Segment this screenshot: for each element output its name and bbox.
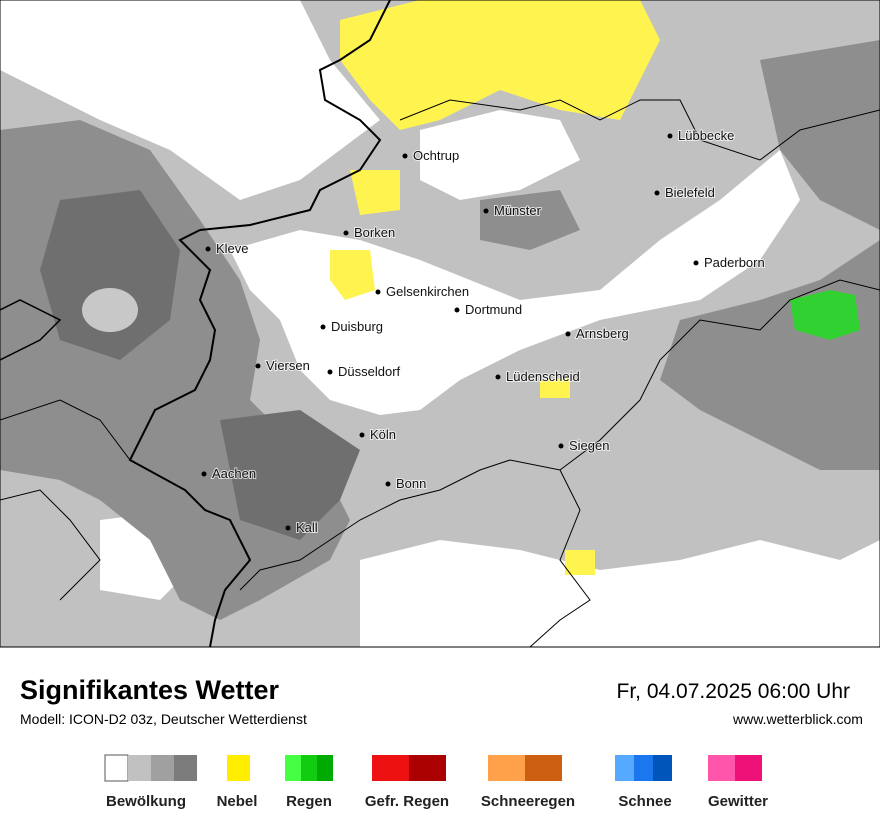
city-label: Münster <box>494 203 542 218</box>
city-dot <box>402 153 408 159</box>
legend-swatch <box>128 755 151 781</box>
city-label: Paderborn <box>704 255 765 270</box>
fog-area <box>350 170 400 215</box>
legend-swatch <box>372 755 409 781</box>
state-border <box>0 399 131 601</box>
city-label: Borken <box>354 225 395 240</box>
clear-area <box>0 0 380 200</box>
city-label: Bielefeld <box>665 185 715 200</box>
city-dot <box>667 133 673 139</box>
city-label: Düsseldorf <box>338 364 401 379</box>
cloud-dense <box>480 190 580 250</box>
city-dot <box>201 471 207 477</box>
map: Lübbecke Ochtrup Bielefeld Münster Borken Kle… <box>0 0 880 648</box>
legend-label: Bewölkung <box>106 793 186 810</box>
city-dot <box>385 481 391 487</box>
city-dot <box>327 369 333 375</box>
state-border <box>399 99 880 161</box>
legend-swatch <box>708 755 735 781</box>
city-label: Lüdenscheid <box>506 369 580 384</box>
country-border <box>199 0 391 231</box>
city-label: Lübbecke <box>678 128 734 143</box>
city-label: Duisburg <box>331 319 383 334</box>
legend-label: Schneeregen <box>481 793 575 810</box>
fog-area <box>565 550 595 575</box>
city-dot <box>255 363 261 369</box>
city-dot <box>565 331 571 337</box>
subtitle: Modell: ICON-D2 03z, Deutscher Wetterdie… <box>20 711 307 727</box>
website: www.wetterblick.com <box>732 711 863 727</box>
cloud-hole <box>82 288 138 332</box>
city-label: Viersen <box>266 358 310 373</box>
country-border <box>128 229 252 648</box>
legend-swatch <box>409 755 446 781</box>
legend-swatch <box>634 755 653 781</box>
city-dot <box>205 246 211 252</box>
legend-swatch <box>301 755 317 781</box>
clear-area <box>230 150 800 415</box>
legend-swatch <box>174 755 197 781</box>
city-label: Arnsberg <box>576 326 629 341</box>
clear-area <box>420 110 580 200</box>
city-dot <box>285 525 291 531</box>
state-border <box>529 469 591 648</box>
city-label: Kall <box>296 520 318 535</box>
city-dot <box>375 289 381 295</box>
city-label: Siegen <box>569 438 609 453</box>
legend-label: Regen <box>286 793 332 810</box>
city-label: Gelsenkirchen <box>386 284 469 299</box>
legend-label: Gewitter <box>708 793 768 810</box>
fog-area <box>340 0 660 130</box>
legend: Bewölkung Nebel Regen Gefr. Regen Schneerege… <box>104 754 768 810</box>
city-dot <box>454 307 460 313</box>
clear-area <box>360 540 880 647</box>
city-label: Aachen <box>212 466 256 481</box>
legend-swatch <box>488 755 525 781</box>
city-dot <box>654 190 660 196</box>
city-dot <box>693 260 699 266</box>
legend-swatch <box>285 755 301 781</box>
cloud-dense <box>760 40 880 230</box>
city-dot <box>320 324 326 330</box>
cloud-dense <box>220 410 360 540</box>
legend-label: Nebel <box>217 793 258 810</box>
legend-label: Gefr. Regen <box>365 793 449 810</box>
rain-area <box>790 290 860 340</box>
city-dot <box>558 443 564 449</box>
city-label: Kleve <box>216 241 249 256</box>
city-dot <box>483 208 489 214</box>
datetime: Fr, 04.07.2025 06:00 Uhr <box>617 680 851 703</box>
city-label: Dortmund <box>465 302 522 317</box>
state-border <box>239 279 880 591</box>
city-label: Köln <box>370 427 396 442</box>
legend-swatch <box>735 755 762 781</box>
city-label: Bonn <box>396 476 426 491</box>
title: Signifikantes Wetter <box>20 675 280 705</box>
legend-swatch <box>653 755 672 781</box>
fog-area <box>540 378 570 398</box>
city-dot <box>343 230 349 236</box>
legend-swatch <box>615 755 634 781</box>
legend-label: Schnee <box>618 793 671 810</box>
legend-swatch <box>525 755 562 781</box>
legend-swatch <box>104 754 129 782</box>
city-dot <box>495 374 501 380</box>
city-layer: Lübbecke Ochtrup Bielefeld Münster Borken Kle… <box>201 127 766 536</box>
city-label: Ochtrup <box>413 148 459 163</box>
city-dot <box>359 432 365 438</box>
footer: Signifikantes Wetter Modell: ICON-D2 03z… <box>20 675 863 810</box>
fog-area <box>330 250 375 300</box>
legend-swatch <box>151 755 174 781</box>
legend-swatch <box>317 755 333 781</box>
legend-swatch <box>227 755 250 781</box>
cloud-dense <box>40 190 180 360</box>
country-border <box>0 299 62 361</box>
